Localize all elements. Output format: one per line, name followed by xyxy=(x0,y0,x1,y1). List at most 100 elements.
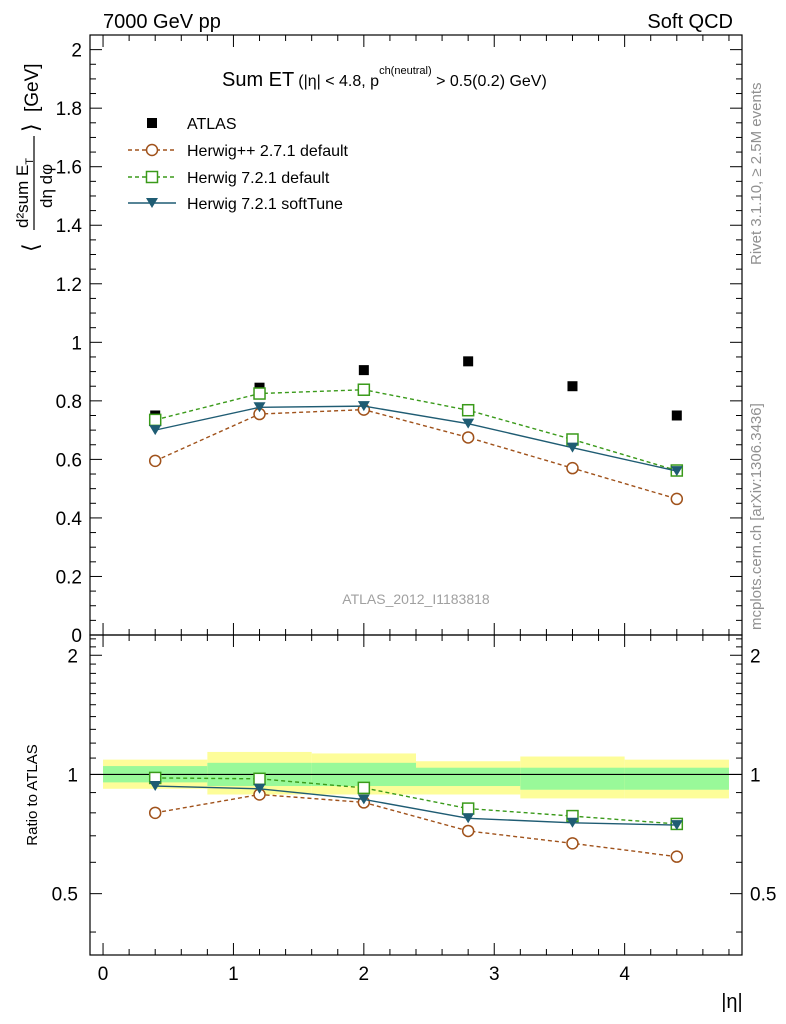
ratio-y-axis-label: Ratio to ATLAS xyxy=(24,744,41,845)
legend-h721-default-marker xyxy=(145,170,159,184)
chart-title: Sum ET (|η| < 4.8, pch(neutral) > 0.5(0.2… xyxy=(222,65,547,91)
ratio-line-herwigpp xyxy=(155,793,677,858)
ratio-point-h721_default xyxy=(357,781,371,795)
point-h721_default xyxy=(148,413,162,427)
main-y-tick-label: 1.2 xyxy=(56,275,82,296)
point-h721_soft xyxy=(357,401,370,412)
point-atlas xyxy=(567,381,578,392)
ylabel-bracket-right: ⟩ xyxy=(18,123,43,132)
main-y-tick-label: 1.8 xyxy=(56,99,82,120)
ratio-series-layer xyxy=(148,771,684,863)
ratio-point-herwigpp xyxy=(148,806,162,820)
title-main: Sum ET xyxy=(222,69,294,91)
ratio-point-h721_default xyxy=(253,772,266,786)
series-herwigpp xyxy=(148,403,684,506)
mcplots-label: mcplots.cern.ch [arXiv:1306.3436] xyxy=(748,403,765,630)
legend-item-h721-default: Herwig 7.2.1 default xyxy=(128,170,330,187)
point-h721_soft xyxy=(149,425,162,436)
ratio-point-h721_soft xyxy=(670,820,683,831)
ratio-line-h721_default xyxy=(155,777,677,825)
ratio-y-ticks: 0.5 0.5 1 1 2 2 xyxy=(52,638,776,933)
band-inner xyxy=(416,767,521,787)
main-y-tick-label: 2 xyxy=(71,41,82,62)
legend-h721-soft-marker xyxy=(146,198,158,208)
x-tick-label: 2 xyxy=(359,964,370,985)
ylabel-unit: [GeV] xyxy=(22,63,43,112)
x-tick-label: 3 xyxy=(489,964,500,985)
series-atlas xyxy=(150,356,682,421)
ratio-point-h721_default xyxy=(461,802,475,815)
main-y-ticks: 0 0.2 0.4 0.6 0.8 1 1.2 1.4 1.6 1.8 2 xyxy=(56,34,742,647)
ylabel-numerator: d²sum ET xyxy=(13,158,36,228)
ratio-line-h721_soft xyxy=(155,785,677,826)
legend-herwigpp-marker xyxy=(145,143,159,157)
main-y-tick-label: 0.6 xyxy=(56,450,82,471)
point-herwigpp xyxy=(566,461,579,475)
legend-h721-default-label: Herwig 7.2.1 default xyxy=(187,170,330,187)
point-h721_soft xyxy=(462,418,475,429)
band-inner xyxy=(624,767,729,790)
header-right: Soft QCD xyxy=(647,11,733,33)
title-cond: (|η| < 4.8, p xyxy=(298,73,379,90)
main-series-layer xyxy=(148,356,684,506)
legend-item-atlas: ATLAS xyxy=(147,116,237,133)
main-y-tick-label: 0.8 xyxy=(56,392,82,413)
main-x-ticks xyxy=(102,35,730,635)
series-h721_default xyxy=(148,383,684,477)
main-y-tick-label: 0.4 xyxy=(56,509,83,530)
ratio-point-h721_soft xyxy=(566,817,579,828)
point-h721_soft xyxy=(566,442,579,453)
x-tick-label: 4 xyxy=(619,964,630,985)
analysis-watermark: ATLAS_2012_I1183818 xyxy=(342,591,490,607)
ratio-point-h721_soft xyxy=(149,781,162,792)
ratio-x-ticks: 0 1 2 3 4 xyxy=(98,635,730,985)
ratio-y-tick-label-right: 2 xyxy=(750,646,761,667)
main-y-tick-label: 0 xyxy=(71,626,82,647)
main-y-axis-label: ⟨ d²sum ET dη dφ ⟩ [GeV] xyxy=(13,63,56,252)
legend-item-h721-soft: Herwig 7.2.1 softTune xyxy=(128,196,343,213)
legend-h721-soft-label: Herwig 7.2.1 softTune xyxy=(187,196,343,213)
ratio-series-h721_soft xyxy=(149,781,683,831)
point-h721_default xyxy=(461,403,475,417)
main-panel: 0 0.2 0.4 0.6 0.8 1 1.2 1.4 1.6 1.8 2 Sum ET (|η| <… xyxy=(13,34,743,647)
point-h721_soft xyxy=(253,402,266,413)
legend-atlas-marker xyxy=(147,118,157,128)
line-h721_default xyxy=(155,389,677,472)
ylabel-denominator: dη dφ xyxy=(37,164,56,208)
point-atlas xyxy=(358,365,369,376)
legend-atlas-label: ATLAS xyxy=(187,116,237,133)
point-atlas xyxy=(671,410,682,421)
ratio-point-h721_soft xyxy=(253,783,266,794)
ratio-point-herwigpp xyxy=(566,837,579,850)
ratio-y-tick-label-right: 1 xyxy=(750,765,761,786)
ratio-y-tick-label-left: 0.5 xyxy=(52,885,78,906)
x-axis-label: |η| xyxy=(721,991,743,1013)
x-tick-label: 0 xyxy=(98,964,109,985)
header-left: 7000 GeV pp xyxy=(103,11,221,33)
x-tick-label: 1 xyxy=(228,964,239,985)
ratio-y-tick-label-right: 0.5 xyxy=(750,885,776,906)
ratio-series-h721_default xyxy=(148,771,684,831)
series-h721_soft xyxy=(149,401,683,477)
ratio-uncertainty-bands xyxy=(103,751,729,799)
title-sup: ch(neutral) xyxy=(379,65,432,77)
ratio-series-herwigpp xyxy=(148,788,684,863)
point-herwigpp xyxy=(461,431,475,444)
point-herwigpp xyxy=(148,454,162,468)
title-tail: > 0.5(0.2) GeV) xyxy=(432,73,547,90)
band-inner xyxy=(520,767,625,790)
main-y-tick-label: 1.6 xyxy=(56,158,82,179)
ratio-panel: 0.5 0.5 1 1 2 2 0 1 2 3 4 Ratio to ATLAS |η| xyxy=(24,634,776,1013)
ratio-y-tick-label-left: 1 xyxy=(67,765,78,786)
main-y-tick-label: 1 xyxy=(71,333,82,354)
point-h721_default xyxy=(357,383,371,396)
ratio-point-h721_soft xyxy=(357,794,370,805)
point-h721_soft xyxy=(670,466,683,477)
point-herwigpp xyxy=(670,492,684,506)
main-y-tick-label: 0.2 xyxy=(56,567,82,588)
rivet-label: Rivet 3.1.10, ≥ 2.5M events xyxy=(748,83,765,266)
ratio-y-tick-label-left: 2 xyxy=(67,646,78,667)
ylabel-bracket-left: ⟨ xyxy=(18,243,43,252)
point-atlas xyxy=(463,356,474,367)
